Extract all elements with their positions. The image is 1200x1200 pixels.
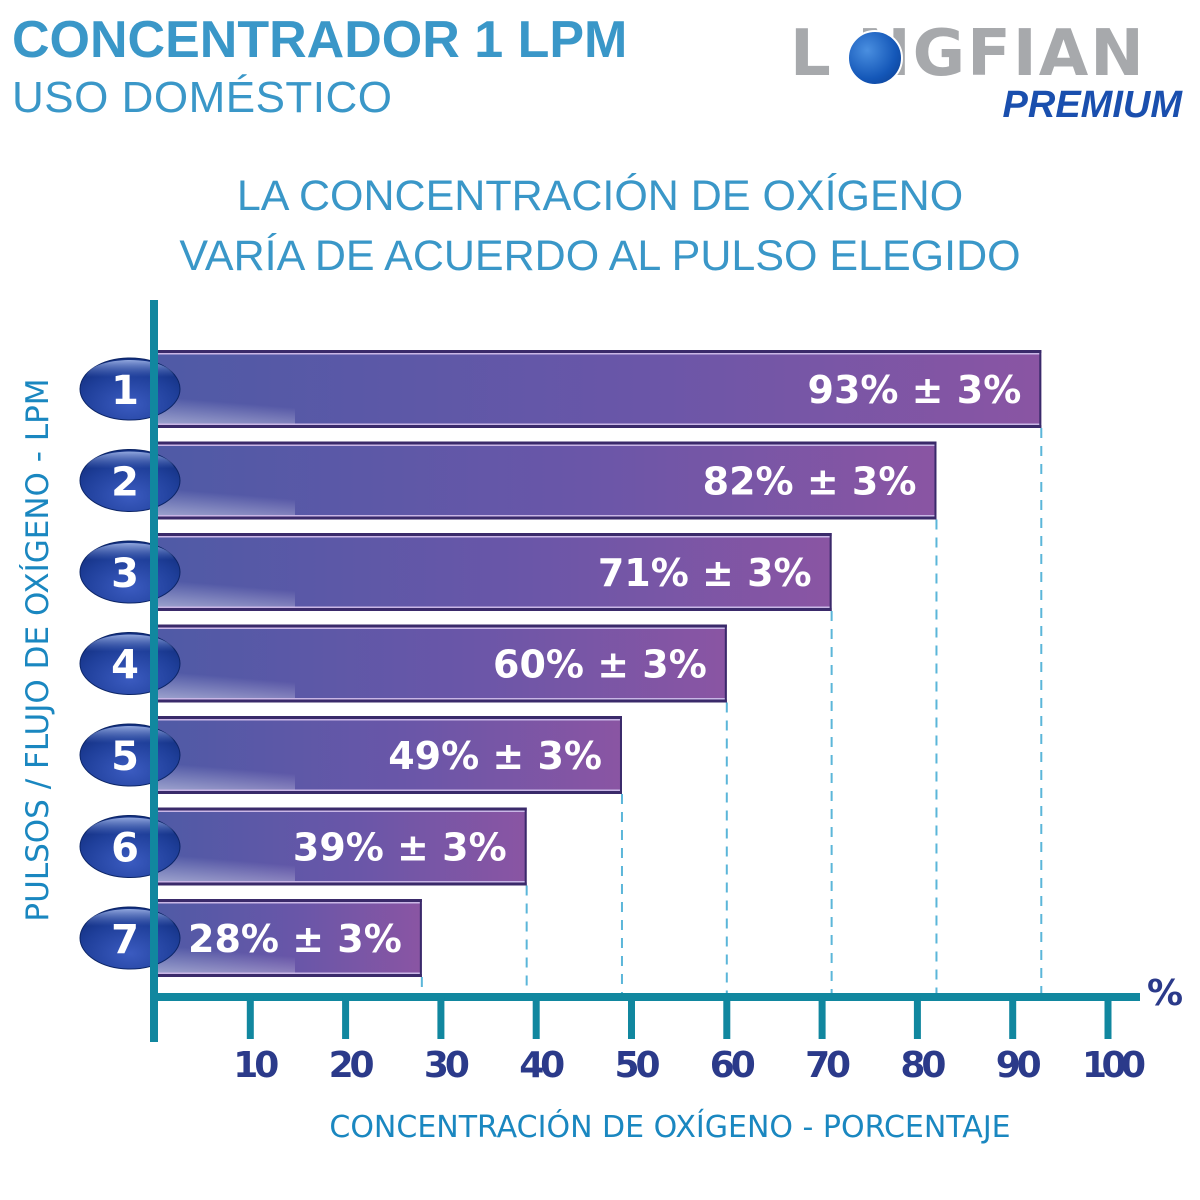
bar-group: 93% ± 3% <box>155 350 1042 428</box>
bar-top-highlight <box>155 627 727 629</box>
brand-logo: L NGFIAN PREMIUM <box>790 22 1190 132</box>
bar-top-edge <box>155 441 937 445</box>
globe-icon <box>847 30 903 86</box>
x-tick-label: 90 <box>996 1045 1042 1086</box>
bar-data-label: 93% ± 3% <box>808 368 1022 412</box>
bar <box>155 350 1042 428</box>
category-badge: 7 <box>79 906 181 970</box>
x-tick <box>437 997 445 1039</box>
bar-bottom-highlight <box>155 789 622 791</box>
bar-top-edge <box>155 533 832 536</box>
bar-top-edge <box>155 899 422 902</box>
bar-top-edge <box>155 350 1042 353</box>
category-label: 4 <box>111 643 139 689</box>
bar-bottom-edge <box>155 425 1042 428</box>
x-tick <box>818 997 826 1039</box>
category-badge: 6 <box>79 815 181 878</box>
bar-top-highlight <box>155 810 527 812</box>
bar-bottom-highlight <box>155 972 422 974</box>
bar-bottom-edge <box>155 608 832 611</box>
bar-top-edge <box>155 624 727 628</box>
bar-data-label: 60% ± 3% <box>493 643 707 687</box>
category-label: 1 <box>111 368 139 414</box>
x-tick-label: 50 <box>615 1045 661 1086</box>
x-tick <box>1104 997 1112 1039</box>
bar-bottom-highlight <box>155 606 832 608</box>
bar-top-highlight <box>155 719 622 721</box>
bar-end-edge <box>419 899 422 977</box>
y-axis-label: PULSOS / FLUJO DE OXÍGENO - LPM <box>20 378 56 922</box>
bar-end-edge <box>829 533 832 611</box>
category-label: 3 <box>111 551 139 597</box>
category-badge: 1 <box>79 357 181 421</box>
bar-bottom-edge <box>155 516 937 520</box>
x-tick-label: 70 <box>805 1045 851 1086</box>
bar-top-highlight <box>155 444 937 446</box>
x-tick <box>532 997 540 1039</box>
category-badge: 2 <box>79 449 181 512</box>
bar-data-label: 39% ± 3% <box>293 826 507 870</box>
x-axis-line <box>150 993 1140 1001</box>
x-tick-label: 80 <box>900 1045 946 1086</box>
bar-end-edge <box>724 624 727 703</box>
bar-end-edge <box>619 716 622 794</box>
x-tick-label: 20 <box>329 1045 375 1086</box>
bar-bottom-highlight <box>155 423 1042 425</box>
category-label: 2 <box>111 460 139 506</box>
bar-bottom-highlight <box>155 515 937 517</box>
category-badge: 3 <box>79 540 181 604</box>
bar-top-edge <box>155 807 527 811</box>
bar-group: 71% ± 3% <box>155 533 832 611</box>
x-tick-label: 40 <box>519 1045 565 1086</box>
x-axis-label: CONCENTRACIÓN DE OXÍGENO - PORCENTAJE <box>329 1110 1011 1145</box>
bar-group: 49% ± 3% <box>155 716 622 794</box>
x-tick <box>342 997 350 1039</box>
category-label: 6 <box>111 826 139 872</box>
bar-top-highlight <box>155 353 1042 355</box>
x-tick <box>628 997 635 1039</box>
x-tick-label: 100 <box>1082 1045 1146 1086</box>
x-tick-label: 10 <box>233 1045 279 1086</box>
x-tick-label: 30 <box>424 1045 470 1086</box>
bar-end-edge <box>1039 350 1042 428</box>
logo-tagline: PREMIUM <box>1002 84 1182 126</box>
category-badge: 4 <box>79 632 181 695</box>
title-main: CONCENTRADOR 1 LPM <box>12 11 628 69</box>
chart-title-line-1: LA CONCENTRACIÓN DE OXÍGENO <box>236 172 964 220</box>
bar-group: 28% ± 3% <box>155 899 422 977</box>
bar-data-label: 49% ± 3% <box>388 734 602 778</box>
bar-bottom-edge <box>155 974 422 977</box>
bar-group: 60% ± 3% <box>155 624 727 703</box>
y-axis-line <box>150 300 158 1042</box>
bar-top-highlight <box>155 536 832 538</box>
bar-bottom-edge <box>155 699 727 703</box>
x-tick <box>246 997 254 1039</box>
category-badge: 5 <box>79 723 181 787</box>
category-label: 5 <box>111 734 139 780</box>
bar-bottom-highlight <box>155 881 527 883</box>
x-tick <box>723 997 731 1039</box>
bar-group: 39% ± 3% <box>155 807 527 886</box>
bar-data-label: 82% ± 3% <box>703 460 917 504</box>
bar-end-edge <box>524 807 527 886</box>
bar-data-label: 28% ± 3% <box>188 917 402 961</box>
x-tick <box>1009 997 1017 1039</box>
title-subtitle: USO DOMÉSTICO <box>12 73 393 122</box>
bar-top-edge <box>155 716 622 719</box>
category-label: 7 <box>111 917 139 963</box>
bar-group: 82% ± 3% <box>155 441 937 520</box>
x-axis-unit: % <box>1147 973 1183 1014</box>
x-tick-label: 60 <box>710 1045 756 1086</box>
bar-bottom-edge <box>155 882 527 886</box>
bar-bottom-edge <box>155 791 622 794</box>
bar-bottom-highlight <box>155 698 727 700</box>
bar-end-edge <box>934 441 937 520</box>
bar-data-label: 71% ± 3% <box>598 551 812 595</box>
bar-top-highlight <box>155 902 422 904</box>
chart-title-line-2: VARÍA DE ACUERDO AL PULSO ELEGIDO <box>179 232 1021 280</box>
x-tick <box>913 997 921 1039</box>
